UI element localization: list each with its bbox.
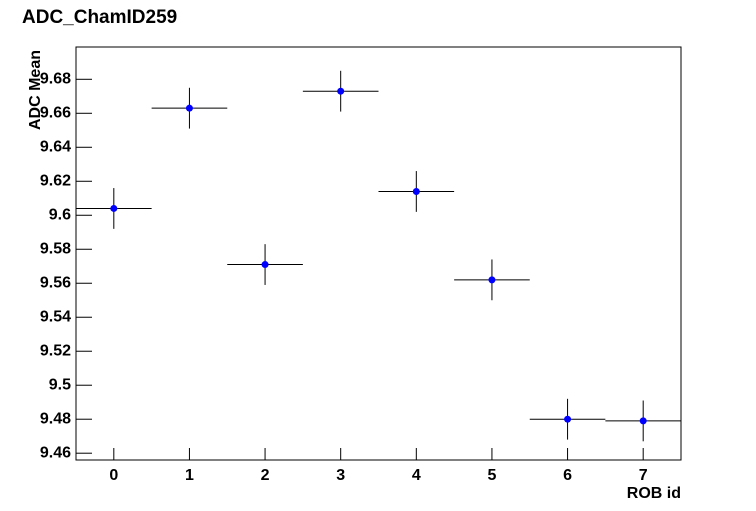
y-tick-label: 9.6: [49, 206, 71, 223]
y-axis-label: ADC Mean: [27, 50, 44, 130]
x-tick-label: 1: [185, 467, 194, 484]
point: [337, 87, 345, 95]
y-tick-label: 9.52: [40, 342, 71, 359]
x-axis-label: ROB id: [627, 485, 681, 502]
y-tick-label: 9.66: [40, 105, 71, 122]
point: [488, 276, 496, 284]
point: [261, 261, 269, 269]
y-tick-label: 9.56: [40, 274, 71, 291]
x-tick-label: 5: [487, 467, 496, 484]
x-tick-label: 6: [563, 467, 572, 484]
chart-title: ADC_ChamID259: [22, 7, 177, 28]
y-tick-label: 9.58: [40, 240, 71, 257]
point: [412, 187, 420, 195]
plot-frame: [75, 46, 682, 461]
y-tick-label: 9.54: [40, 308, 71, 325]
y-tick-label: 9.48: [40, 410, 71, 427]
point: [639, 417, 647, 425]
x-tick-label: 2: [261, 467, 270, 484]
x-tick-label: 7: [639, 467, 648, 484]
x-tick-label: 3: [336, 467, 345, 484]
y-tick-label: 9.62: [40, 172, 71, 189]
x-tick-label: 0: [109, 467, 118, 484]
point: [564, 415, 572, 423]
y-tick-label: 9.5: [49, 376, 71, 393]
point: [110, 204, 118, 212]
y-tick-label: 9.68: [40, 71, 71, 88]
x-tick-label: 4: [412, 467, 421, 484]
point: [185, 104, 193, 112]
y-tick-label: 9.46: [40, 444, 71, 461]
y-tick-label: 9.64: [40, 138, 71, 155]
